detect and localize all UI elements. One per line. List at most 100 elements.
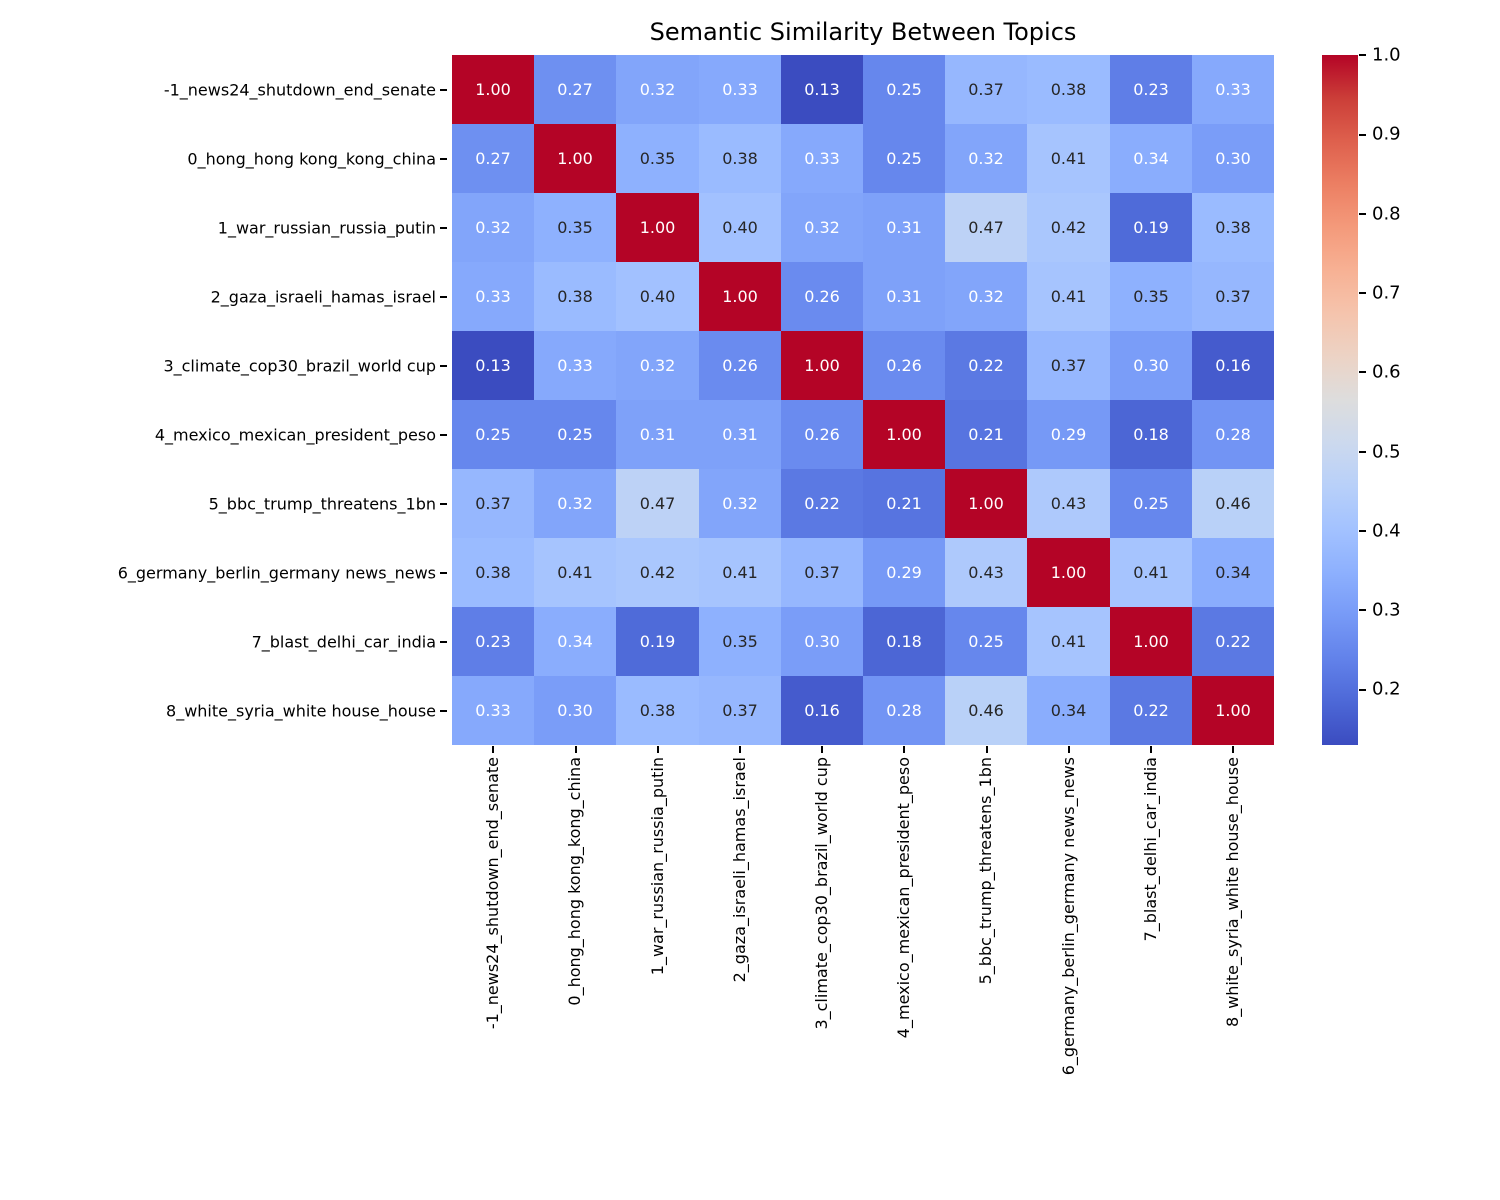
colorbar-tick-label: 0.5 <box>1372 441 1401 463</box>
heatmap-cell: 0.42 <box>616 538 699 607</box>
heatmap-cell: 0.33 <box>781 124 863 193</box>
colorbar-tick-mark <box>1359 689 1366 691</box>
colorbar-tick-label: 0.3 <box>1372 599 1401 621</box>
heatmap-cell: 0.26 <box>781 262 863 331</box>
heatmap-cell: 0.35 <box>534 193 616 262</box>
y-tick-label: 0_hong_hong kong_kong_china <box>187 149 436 169</box>
colorbar-tick-mark <box>1359 371 1366 373</box>
colorbar-tick-label: 1.0 <box>1372 44 1401 66</box>
heatmap-cell: 0.13 <box>452 331 534 400</box>
y-tick-label: 2_gaza_israeli_hamas_israel <box>210 287 436 307</box>
y-tick-label: 3_climate_cop30_brazil_world cup <box>163 356 436 376</box>
x-tick-mark <box>1150 746 1152 753</box>
heatmap-cell: 0.32 <box>452 193 534 262</box>
heatmap-cell: 0.32 <box>616 331 699 400</box>
heatmap-cell: 1.00 <box>1027 538 1110 607</box>
heatmap-cell: 0.34 <box>1110 124 1192 193</box>
heatmap-cell: 0.33 <box>534 331 616 400</box>
heatmap-cell: 0.30 <box>534 676 616 745</box>
colorbar-tick-label: 0.8 <box>1372 203 1401 225</box>
heatmap-cell: 0.22 <box>1192 607 1274 676</box>
heatmap-cell: 0.43 <box>1027 469 1110 538</box>
heatmap-cell: 0.32 <box>781 193 863 262</box>
heatmap-cell: 0.37 <box>1027 331 1110 400</box>
colorbar-tick-label: 0.2 <box>1372 678 1401 700</box>
x-tick-mark <box>575 746 577 753</box>
heatmap-cell: 0.47 <box>616 469 699 538</box>
colorbar-tick-mark <box>1359 530 1366 532</box>
heatmap-cell: 0.38 <box>534 262 616 331</box>
heatmap-cell: 0.25 <box>534 400 616 469</box>
heatmap-cell: 0.46 <box>1192 469 1274 538</box>
colorbar-tick-label: 0.9 <box>1372 123 1401 145</box>
heatmap-cell: 0.18 <box>1110 400 1192 469</box>
x-tick-label: 3_climate_cop30_brazil_world cup <box>811 757 831 1030</box>
heatmap-cell: 0.22 <box>945 331 1027 400</box>
y-tick-mark <box>440 503 447 505</box>
y-tick-mark <box>440 158 447 160</box>
heatmap-cell: 0.22 <box>1110 676 1192 745</box>
heatmap-cell: 0.13 <box>781 55 863 124</box>
colorbar-tick-label: 0.4 <box>1372 520 1401 542</box>
x-tick-label: 4_mexico_mexican_president_peso <box>893 757 913 1039</box>
heatmap-cell: 0.32 <box>534 469 616 538</box>
y-tick-label: 8_white_syria_white house_house <box>166 701 436 721</box>
heatmap-cell: 0.19 <box>616 607 699 676</box>
heatmap-cell: 0.32 <box>616 55 699 124</box>
heatmap-cell: 0.30 <box>781 607 863 676</box>
heatmap-cell: 0.29 <box>1027 400 1110 469</box>
colorbar-tick-mark <box>1359 292 1366 294</box>
heatmap-cell: 0.46 <box>945 676 1027 745</box>
heatmap-cell: 0.27 <box>534 55 616 124</box>
heatmap-cell: 0.26 <box>863 331 945 400</box>
x-tick-mark <box>657 746 659 753</box>
chart-title: Semantic Similarity Between Topics <box>649 18 1077 46</box>
heatmap-cell: 0.25 <box>1110 469 1192 538</box>
heatmap-cell: 0.33 <box>1192 55 1274 124</box>
heatmap-cell: 0.21 <box>945 400 1027 469</box>
heatmap-cell: 0.31 <box>863 193 945 262</box>
heatmap-cell: 0.16 <box>1192 331 1274 400</box>
heatmap-cell: 0.19 <box>1110 193 1192 262</box>
heatmap-cell: 0.25 <box>452 400 534 469</box>
heatmap-cell: 1.00 <box>699 262 781 331</box>
heatmap-cell: 0.42 <box>1027 193 1110 262</box>
heatmap-cell: 0.26 <box>781 400 863 469</box>
y-tick-mark <box>440 296 447 298</box>
heatmap-cell: 0.34 <box>1192 538 1274 607</box>
x-tick-label: 2_gaza_israeli_hamas_israel <box>729 757 749 983</box>
colorbar-tick-mark <box>1359 54 1366 56</box>
heatmap-cell: 0.43 <box>945 538 1027 607</box>
y-tick-label: 6_germany_berlin_germany news_news <box>117 563 436 583</box>
colorbar-tick-label: 0.7 <box>1372 282 1401 304</box>
heatmap-cell: 0.26 <box>699 331 781 400</box>
heatmap-cell: 0.41 <box>1027 124 1110 193</box>
heatmap-cell: 0.30 <box>1192 124 1274 193</box>
heatmap-cell: 0.25 <box>863 55 945 124</box>
y-tick-mark <box>440 641 447 643</box>
y-tick-mark <box>440 710 447 712</box>
y-tick-label: 4_mexico_mexican_president_peso <box>154 425 436 445</box>
heatmap-cell: 0.35 <box>616 124 699 193</box>
heatmap-cell: 0.31 <box>616 400 699 469</box>
heatmap-cell: 0.41 <box>1027 607 1110 676</box>
heatmap-cell: 0.41 <box>534 538 616 607</box>
heatmap-cell: 0.30 <box>1110 331 1192 400</box>
colorbar-tick-label: 0.6 <box>1372 361 1401 383</box>
heatmap-cell: 0.18 <box>863 607 945 676</box>
heatmap-cell: 0.38 <box>616 676 699 745</box>
heatmap-cell: 0.32 <box>945 124 1027 193</box>
heatmap-cell: 0.28 <box>863 676 945 745</box>
x-tick-label: 7_blast_delhi_car_india <box>1140 757 1160 942</box>
y-tick-mark <box>440 572 447 574</box>
heatmap-cell: 0.16 <box>781 676 863 745</box>
heatmap-cell: 0.41 <box>1027 262 1110 331</box>
heatmap-cell: 0.25 <box>863 124 945 193</box>
x-tick-mark <box>1232 746 1234 753</box>
heatmap-cell: 0.33 <box>452 262 534 331</box>
heatmap-cell: 0.41 <box>699 538 781 607</box>
colorbar-gradient <box>1322 55 1358 745</box>
x-tick-label: 6_germany_berlin_germany news_news <box>1058 757 1078 1076</box>
heatmap-cell: 0.31 <box>863 262 945 331</box>
